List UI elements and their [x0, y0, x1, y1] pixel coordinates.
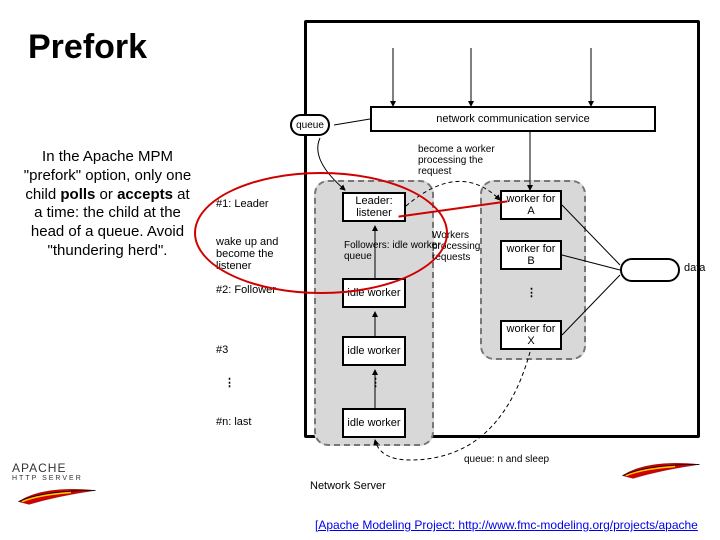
feather-icon [12, 482, 102, 510]
desc-bold: accepts [117, 186, 173, 203]
page-title: Prefork [28, 28, 147, 67]
desc-bold: polls [60, 186, 95, 203]
diagram: client A client B … client X Network Ser… [200, 20, 710, 500]
apache-logo-sub: HTTP SERVER [12, 475, 83, 482]
red-highlight-ellipse [194, 172, 448, 294]
apache-logo-text: APACHE [12, 461, 83, 475]
apache-logo: APACHE HTTP SERVER [12, 461, 83, 482]
description-text: In the Apache MPM "prefork" option, only… [20, 148, 195, 261]
footer-link[interactable]: [Apache Modeling Project: http://www.fmc… [315, 518, 698, 532]
desc-part: or [95, 186, 117, 203]
